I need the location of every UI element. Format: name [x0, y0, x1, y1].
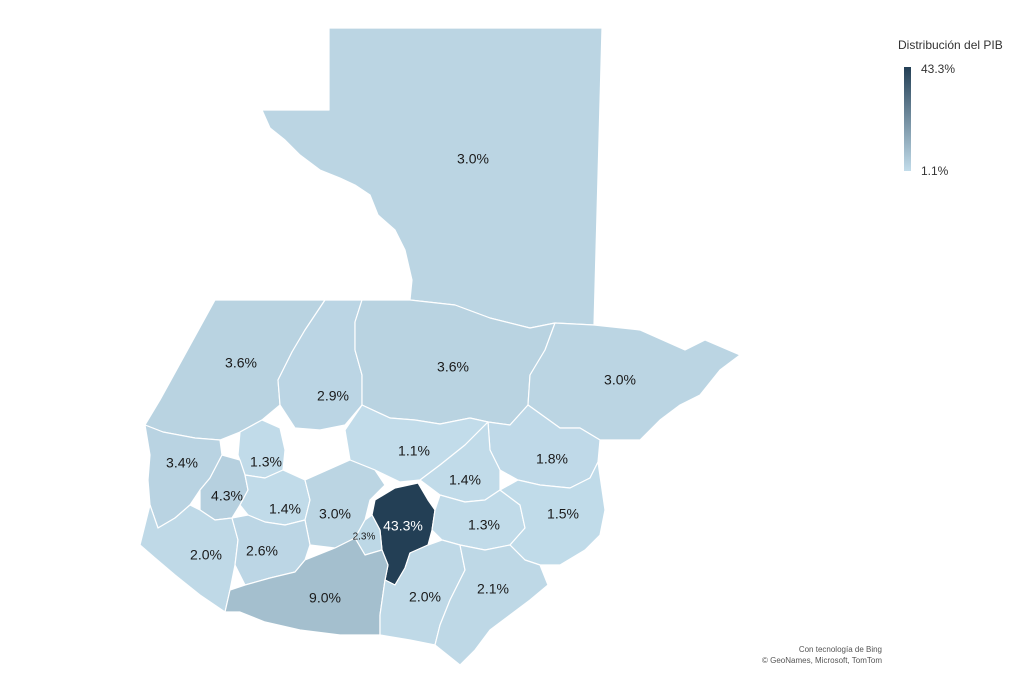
- region-label-chimaltenango: 3.0%: [319, 506, 351, 522]
- region-peten[interactable]: [261, 27, 603, 329]
- region-label-el-progreso: 1.4%: [449, 472, 481, 488]
- region-label-baja-verapaz: 1.1%: [398, 443, 430, 459]
- region-label-peten: 3.0%: [457, 151, 489, 167]
- attribution-line-1: Con tecnología de Bing: [798, 645, 882, 654]
- color-legend: Distribución del PIB 43.3% 1.1%: [898, 38, 1018, 178]
- region-label-chiquimula: 1.5%: [547, 506, 579, 522]
- region-retalhuleu[interactable]: [139, 504, 239, 613]
- legend-max-label: 43.3%: [921, 62, 956, 76]
- region-label-escuintla: 9.0%: [309, 590, 341, 606]
- region-label-jalapa: 1.3%: [468, 517, 500, 533]
- region-label-totonicapan: 1.3%: [250, 454, 282, 470]
- region-label-izabal: 3.0%: [604, 372, 636, 388]
- region-label-suchitepequez: 2.6%: [246, 543, 278, 559]
- region-label-quiche: 2.9%: [317, 388, 349, 404]
- region-san-marcos[interactable]: [144, 424, 223, 529]
- region-label-zacapa: 1.8%: [536, 451, 568, 467]
- legend-min-label: 1.1%: [921, 164, 949, 178]
- region-izabal[interactable]: [527, 322, 741, 441]
- legend-gradient-bar: [904, 67, 911, 171]
- region-label-santa-rosa: 2.0%: [409, 589, 441, 605]
- legend-title: Distribución del PIB: [898, 38, 1003, 52]
- map-attribution: Con tecnología de Bing © GeoNames, Micro…: [762, 644, 882, 666]
- region-label-alta-verapaz: 3.6%: [437, 359, 469, 375]
- region-label-retalhuleu: 2.0%: [190, 547, 222, 563]
- region-label-quetzaltenango: 4.3%: [211, 488, 243, 504]
- region-chiquimula[interactable]: [499, 461, 606, 566]
- attribution-line-2: © GeoNames, Microsoft, TomTom: [762, 656, 882, 665]
- region-label-jutiapa: 2.1%: [477, 581, 509, 597]
- region-label-solola: 1.4%: [269, 501, 301, 517]
- region-label-huehuetenango: 3.6%: [225, 355, 257, 371]
- region-label-san-marcos: 3.4%: [166, 455, 198, 471]
- region-label-sacatepequez: 2.3%: [353, 532, 376, 543]
- region-jutiapa[interactable]: [434, 544, 549, 666]
- region-label-guatemala: 43.3%: [383, 518, 423, 534]
